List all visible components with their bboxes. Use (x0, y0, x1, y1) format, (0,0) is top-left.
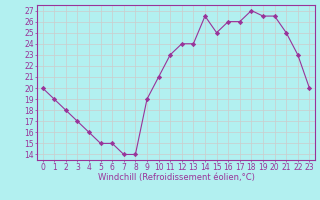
X-axis label: Windchill (Refroidissement éolien,°C): Windchill (Refroidissement éolien,°C) (98, 173, 254, 182)
